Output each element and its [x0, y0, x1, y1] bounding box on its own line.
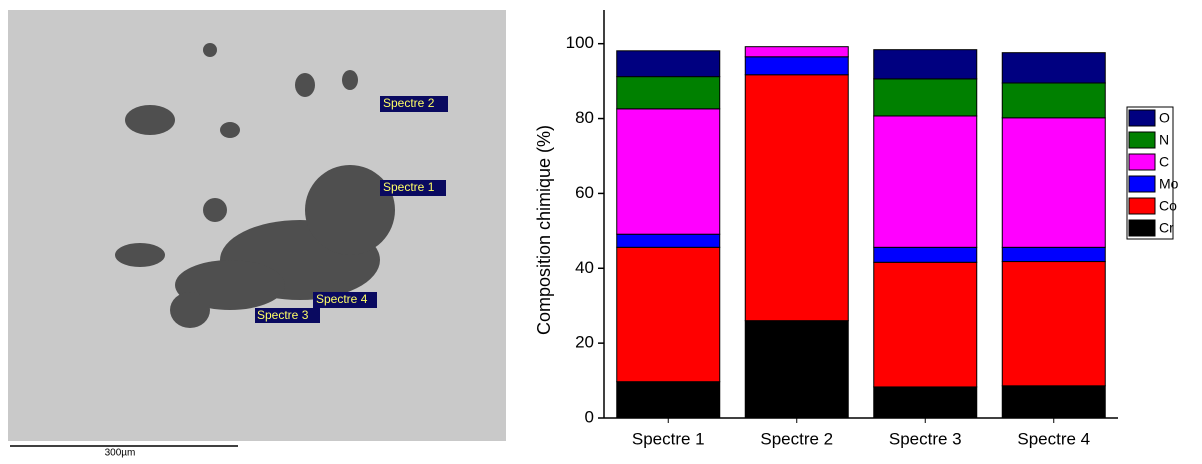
x-tick-label: Spectre 4 — [1017, 429, 1090, 448]
bar-segment — [616, 246, 721, 383]
legend-label: N — [1159, 132, 1169, 148]
spectre-label: Spectre 1 — [383, 180, 435, 194]
chart: Composition chimique (%) Spectre 1 Spectr… — [534, 10, 1179, 448]
bar-segment — [1001, 261, 1106, 387]
bar-segment — [873, 386, 978, 419]
y-tick-label: 100 — [566, 33, 594, 52]
bar-segment — [1001, 246, 1106, 263]
bar-segment — [744, 56, 849, 76]
legend-label: Cr — [1159, 220, 1174, 236]
spectre-label: Spectre 4 — [316, 292, 368, 306]
bar-segment — [616, 381, 721, 419]
y-tick-label: 0 — [585, 407, 594, 426]
bar-segment — [744, 74, 849, 322]
bar-segment — [744, 320, 849, 419]
legend-label: Co — [1159, 198, 1177, 214]
scale-strip — [8, 441, 506, 459]
y-tick-label: 80 — [575, 108, 594, 127]
legend-swatch — [1128, 175, 1156, 193]
bar-segment — [873, 49, 978, 80]
x-tick-label: Spectre 2 — [760, 429, 833, 448]
sem-image: 300µm Spectre 2 Spectre 1 Spectre 4 Spec… — [8, 10, 506, 459]
bar-segment — [873, 78, 978, 117]
label-box — [313, 292, 377, 308]
y-tick-label: 60 — [575, 183, 594, 202]
bar-segment — [873, 261, 978, 388]
dark-regions — [115, 43, 395, 328]
bar-segment — [744, 46, 849, 58]
x-tick-label: Spectre 1 — [632, 429, 705, 448]
legend-swatch — [1128, 109, 1156, 127]
bar-segment — [1001, 117, 1106, 248]
bar-segment — [1001, 385, 1106, 419]
spectre-labels: Spectre 2 Spectre 1 Spectre 4 Spectre 3 — [255, 96, 448, 323]
bar-segment — [616, 233, 721, 248]
label-box — [255, 308, 320, 323]
label-box — [380, 96, 448, 112]
label-box — [380, 180, 446, 196]
bar-segment — [873, 246, 978, 263]
y-axis-label: Composition chimique (%) — [534, 125, 554, 335]
legend-swatch — [1128, 131, 1156, 149]
legend-label: O — [1159, 110, 1170, 126]
bar-segment — [616, 76, 721, 110]
legend-swatch — [1128, 153, 1156, 171]
y-tick-label: 20 — [575, 333, 594, 352]
bar-segment — [616, 108, 721, 235]
legend-swatch — [1128, 219, 1156, 237]
y-tick-label: 40 — [575, 258, 594, 277]
bar-segment — [873, 115, 978, 248]
bar-segment — [1001, 52, 1106, 84]
legend-box — [1126, 106, 1174, 240]
x-tick-label: Spectre 3 — [889, 429, 962, 448]
legend-swatch — [1128, 197, 1156, 215]
bar-segment — [1001, 82, 1106, 119]
spectre-label: Spectre 3 — [257, 308, 309, 322]
legend-label: C — [1159, 154, 1169, 170]
bar-segment — [616, 50, 721, 78]
spectre-label: Spectre 2 — [383, 96, 435, 110]
legend-label: Mo — [1159, 176, 1179, 192]
scale-label: 300µm — [105, 448, 136, 459]
